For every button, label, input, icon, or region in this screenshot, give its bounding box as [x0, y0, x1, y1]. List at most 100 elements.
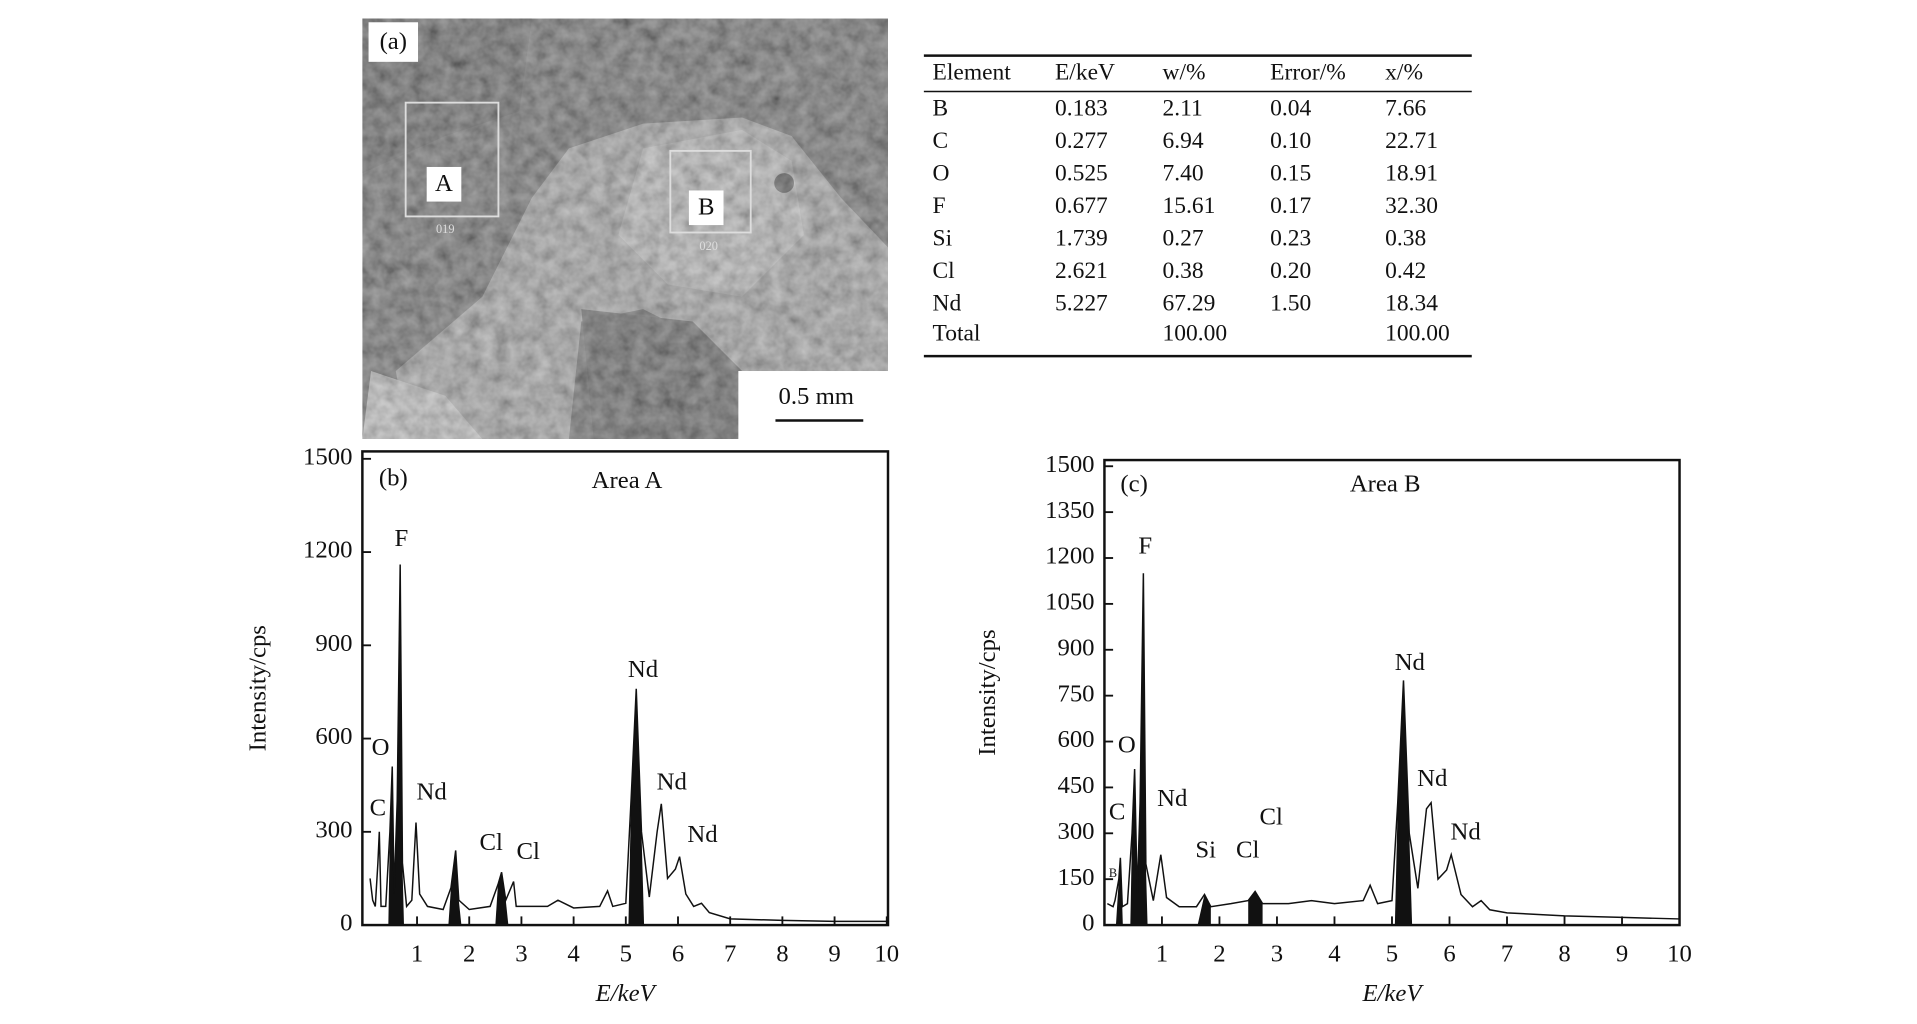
- plot-frame: [1103, 458, 1681, 927]
- table-cell: O: [933, 161, 950, 187]
- panel-label: (a): [380, 28, 407, 55]
- y-tick-label: 1500: [1045, 451, 1094, 478]
- table-cell: 1.739: [1055, 226, 1108, 252]
- x-tick-label: 6: [672, 941, 684, 968]
- peak-label: Nd: [1395, 649, 1426, 676]
- filled-peak: [1197, 894, 1211, 926]
- peak-label: O: [1118, 732, 1136, 759]
- table-cell: F: [933, 193, 946, 219]
- peak-label: Cl: [1236, 837, 1259, 864]
- table-cell: 0.525: [1055, 161, 1108, 187]
- table-cell: 15.61: [1163, 193, 1216, 219]
- table-cell: 2.621: [1055, 258, 1108, 284]
- table-cell: 7.40: [1163, 161, 1204, 187]
- region-box: [669, 149, 752, 234]
- x-tick-label: 5: [1386, 941, 1398, 968]
- peak-label: C: [370, 795, 387, 822]
- table-cell: Nd: [933, 291, 962, 317]
- peak-label: Nd: [628, 656, 659, 683]
- table-cell: Si: [933, 226, 953, 252]
- table-cell: C: [933, 128, 949, 154]
- table-cell: Total: [933, 321, 981, 347]
- filled-peak: [1130, 573, 1148, 926]
- spectrum-line: [1106, 573, 1680, 920]
- y-tick-label: 450: [1057, 772, 1094, 799]
- y-tick-label: 1050: [1045, 589, 1094, 616]
- y-tick-label: 1200: [303, 537, 352, 564]
- peak-label: F: [395, 525, 409, 552]
- y-tick-label: 1200: [1045, 543, 1094, 570]
- scale-bar-label: 0.5 mm: [778, 383, 854, 410]
- region-code: 020: [699, 239, 718, 253]
- table-cell: Cl: [933, 258, 956, 284]
- region-code: 019: [436, 222, 455, 236]
- x-tick-label: 2: [1213, 941, 1225, 968]
- table-cell: 1.50: [1270, 291, 1311, 317]
- x-tick-label: 4: [1328, 941, 1340, 968]
- y-tick-label: 300: [315, 816, 352, 843]
- table-cell: 0.27: [1163, 226, 1204, 252]
- peak-label: C: [1109, 798, 1126, 825]
- chart-title: Area A: [592, 467, 663, 494]
- table-cell: 6.94: [1163, 128, 1204, 154]
- panel-label: (b): [379, 465, 408, 492]
- peak-label: Nd: [417, 779, 448, 806]
- table-cell: 0.17: [1270, 193, 1311, 219]
- table-cell: 18.34: [1385, 291, 1438, 317]
- table-header: Error/%: [1270, 60, 1346, 86]
- table-cell: 7.66: [1385, 95, 1426, 121]
- x-tick-label: 7: [1501, 941, 1513, 968]
- peak-label: Nd: [1450, 818, 1481, 845]
- region-label: B: [698, 194, 715, 221]
- x-tick-label: 6: [1443, 941, 1455, 968]
- peak-label: Nd: [1157, 785, 1188, 812]
- table-cell: 0.38: [1385, 226, 1426, 252]
- x-tick-label: 10: [874, 941, 899, 968]
- peak-label: F: [1138, 533, 1152, 560]
- scale-bar-bg: [738, 371, 889, 440]
- table-cell: 100.00: [1385, 321, 1450, 347]
- panel-label: (c): [1120, 471, 1147, 498]
- y-tick-label: 900: [1057, 634, 1094, 661]
- x-tick-label: 1: [1156, 941, 1168, 968]
- table: Element E/keV w/% Error/% x/% B 0.183 2.11 0.04 7…: [933, 60, 1450, 347]
- x-tick-label: 10: [1667, 941, 1692, 968]
- filled-peak: [495, 872, 509, 926]
- region-label: A: [435, 170, 453, 197]
- region-label-bg: [426, 166, 462, 202]
- filled-peak: [388, 564, 404, 926]
- x-axis-label: E/keV: [1361, 980, 1424, 1007]
- table-cell: 0.20: [1270, 258, 1311, 284]
- x-tick-label: 8: [1558, 941, 1570, 968]
- table-cell: 100.00: [1163, 321, 1228, 347]
- x-tick-label: 1: [411, 941, 423, 968]
- table-cell: 0.15: [1270, 161, 1311, 187]
- table-header: E/keV: [1055, 60, 1115, 86]
- table-header: Element: [933, 60, 1012, 86]
- region-box: [404, 101, 500, 218]
- table-cell: 5.227: [1055, 291, 1108, 317]
- peak-label: Nd: [657, 769, 688, 796]
- filled-peak: [1394, 680, 1413, 926]
- spectrum-line: [369, 564, 887, 923]
- y-tick-label: 900: [315, 630, 352, 657]
- peak-label: O: [372, 734, 390, 761]
- panel-label-bg: [368, 22, 419, 62]
- table-cell: 0.183: [1055, 95, 1108, 121]
- y-tick-label: 1350: [1045, 497, 1094, 524]
- peak-label: Cl: [1260, 803, 1283, 830]
- y-tick-label: 0: [1082, 910, 1094, 937]
- peak-label: B: [1109, 866, 1117, 880]
- table-cell: 22.71: [1385, 128, 1438, 154]
- table-cell: 0.23: [1270, 226, 1311, 252]
- plot-frame: [361, 450, 890, 927]
- x-tick-label: 2: [463, 941, 475, 968]
- y-tick-label: 1500: [303, 443, 352, 470]
- table-cell: 18.91: [1385, 161, 1438, 187]
- y-tick-label: 750: [1057, 680, 1094, 707]
- x-tick-label: 3: [1271, 941, 1283, 968]
- peak-label: Cl: [479, 829, 502, 856]
- y-axis-label: Intensity/cps: [244, 625, 271, 751]
